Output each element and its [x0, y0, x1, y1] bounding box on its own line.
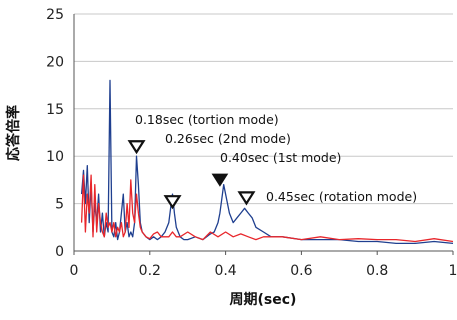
mode-marker-open: [163, 195, 182, 210]
mode-marker-open: [127, 140, 146, 155]
y-axis-title: 応答倍率: [5, 105, 22, 161]
mode-annotation: 0.40sec (1st mode): [220, 150, 341, 165]
x-tick-label: 0.2: [139, 263, 161, 279]
mode-markers: [127, 140, 256, 210]
x-tick-label: 1: [449, 263, 457, 279]
x-tick-label: 0.6: [290, 263, 312, 279]
x-axis-title: 周期(sec): [230, 292, 297, 308]
x-tick-label: 0.4: [214, 263, 236, 279]
x-tick-label: 0: [70, 263, 79, 279]
y-tick-label: 10: [46, 149, 64, 165]
series-lines: [80, 79, 454, 245]
axes: [73, 14, 454, 255]
y-tick-label: 15: [46, 102, 64, 118]
mode-marker-open: [237, 191, 256, 206]
gridlines: [74, 13, 453, 205]
mode-marker-filled: [211, 173, 229, 187]
y-tick-labels: 0 5 10 15 20 25: [46, 7, 64, 260]
y-tick-label: 5: [55, 197, 64, 213]
annotations: 0.18sec (tortion mode) 0.26sec (2nd mode)…: [135, 112, 417, 204]
mode-annotation: 0.26sec (2nd mode): [165, 131, 291, 146]
x-tick-label: 0.8: [366, 263, 388, 279]
y-tick-label: 25: [46, 7, 64, 23]
mode-annotation: 0.45sec (rotation mode): [266, 189, 417, 204]
y-tick-label: 20: [46, 54, 64, 70]
x-tick-labels: 0 0.2 0.4 0.6 0.8 1: [70, 263, 457, 279]
series-line-red: [80, 174, 454, 243]
mode-annotation: 0.18sec (tortion mode): [135, 112, 279, 127]
y-tick-label: 0: [55, 244, 64, 260]
